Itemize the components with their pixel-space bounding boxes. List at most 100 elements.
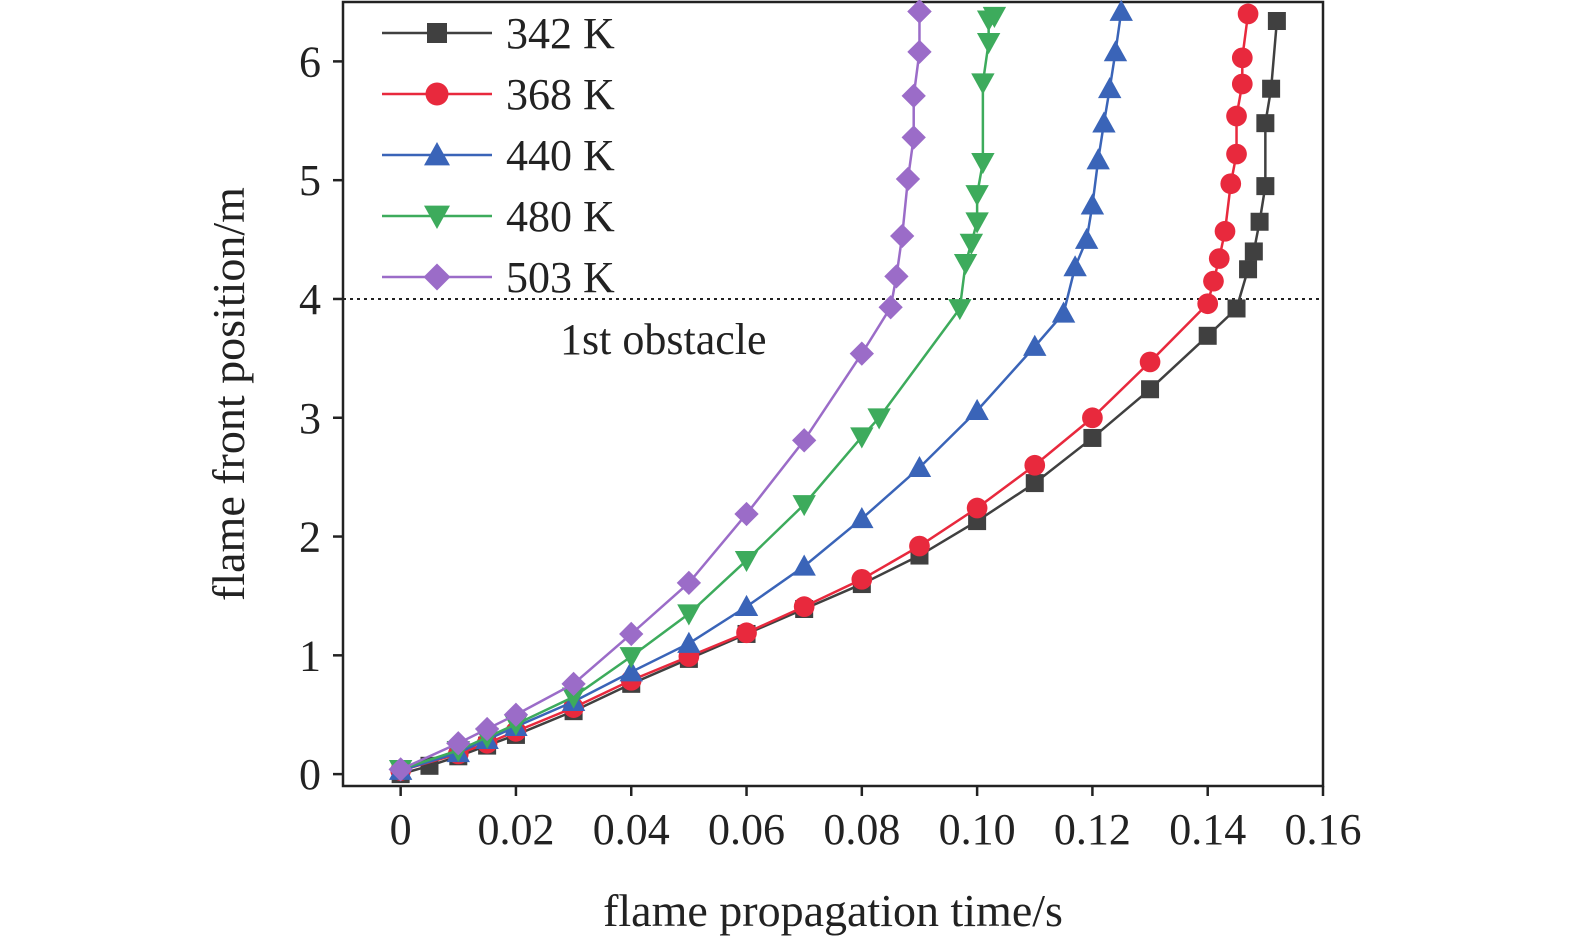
data-point [1086, 148, 1110, 170]
data-point [1231, 47, 1253, 69]
data-point [676, 570, 702, 596]
data-point [792, 554, 816, 576]
data-point [907, 455, 932, 478]
data-point [850, 507, 874, 529]
data-point [388, 757, 413, 782]
legend-marker [423, 263, 451, 291]
series-line [400, 11, 921, 771]
data-point [1197, 293, 1219, 315]
y-tick-label: 0 [299, 750, 321, 799]
data-point [1103, 40, 1128, 62]
data-point [901, 125, 926, 150]
data-point [867, 408, 891, 430]
x-tick-label: 0.06 [708, 805, 785, 854]
x-axis-title: flame propagation time/s [603, 885, 1063, 936]
data-point [1262, 79, 1281, 98]
data-point [849, 341, 874, 366]
data-point [677, 604, 701, 626]
data-point [1198, 326, 1217, 345]
x-axis-ticks: 0 0.02 0.04 0.06 0.08 0.10 0.12 0.14 0.16 [390, 786, 1362, 854]
y-tick-label: 4 [299, 275, 321, 324]
data-point [1203, 270, 1224, 292]
legend-marker [424, 205, 450, 229]
obstacle-annotation: 1st obstacle [560, 315, 767, 364]
data-point [1025, 474, 1044, 493]
legend-label: 440 K [506, 131, 615, 180]
data-point [734, 594, 759, 616]
data-point [1023, 334, 1047, 356]
legend-label: 342 K [506, 9, 615, 58]
data-point [793, 596, 815, 617]
data-point [1256, 114, 1275, 133]
legend-item: 480 K [382, 192, 615, 241]
y-tick-label: 1 [299, 631, 321, 680]
y-tick-label: 5 [299, 156, 321, 205]
data-point [1226, 143, 1247, 165]
plot-area [341, 0, 1325, 788]
data-point [971, 153, 995, 175]
legend-marker [425, 82, 449, 106]
legend-label: 503 K [506, 253, 615, 302]
data-point [1092, 111, 1116, 133]
data-point [1256, 177, 1275, 196]
x-tick-label: 0 [390, 805, 412, 854]
x-tick-label: 0.10 [939, 805, 1016, 854]
data-point [1239, 260, 1258, 279]
series-line [400, 13, 1250, 772]
legend-label: 480 K [506, 192, 615, 241]
data-point [1083, 428, 1102, 447]
data-point [1220, 173, 1242, 195]
y-tick-label: 3 [299, 394, 321, 443]
x-tick-label: 0.14 [1169, 805, 1246, 854]
y-tick-label: 2 [299, 513, 321, 562]
data-point [966, 497, 988, 519]
data-point [959, 233, 984, 255]
legend-marker [427, 23, 447, 43]
data-point [965, 212, 989, 234]
data-point [1080, 193, 1105, 215]
data-point [734, 550, 759, 573]
legend-item: 440 K [382, 131, 615, 180]
data-point [850, 427, 874, 449]
data-point [982, 6, 1007, 28]
data-point [1231, 73, 1253, 95]
data-point [878, 295, 903, 320]
data-point [1074, 227, 1099, 249]
series-line [400, 11, 1123, 772]
data-point [901, 83, 926, 108]
legend-marker [424, 142, 450, 166]
data-point [677, 631, 701, 653]
data-point [1098, 77, 1122, 99]
data-point [895, 166, 921, 192]
data-point [1082, 407, 1103, 429]
data-point [1250, 212, 1269, 231]
data-point [736, 622, 757, 644]
legend-item: 503 K [382, 253, 615, 302]
data-point [619, 621, 644, 647]
series-480-k [388, 6, 1007, 782]
data-point [1267, 12, 1286, 31]
data-point [1139, 351, 1161, 373]
series-layer [388, 0, 1286, 784]
data-point [1109, 0, 1133, 21]
data-point [965, 185, 989, 207]
legend-item: 368 K [382, 70, 615, 119]
series-440-k [388, 0, 1133, 780]
y-axis-ticks: 0 1 2 3 4 5 6 [299, 37, 343, 799]
x-tick-label: 0.12 [1054, 805, 1131, 854]
data-point [1214, 220, 1236, 242]
data-point [561, 687, 586, 709]
data-point [1244, 242, 1263, 261]
data-point [909, 535, 930, 557]
data-point [907, 0, 932, 24]
data-point [619, 647, 643, 669]
data-point [965, 398, 989, 420]
data-point [561, 671, 586, 696]
plot-border [341, 0, 1325, 788]
legend-label: 368 K [506, 70, 615, 119]
data-point [503, 702, 529, 727]
data-point [1063, 255, 1087, 277]
data-point [734, 501, 759, 527]
x-tick-label: 0.16 [1285, 805, 1362, 854]
